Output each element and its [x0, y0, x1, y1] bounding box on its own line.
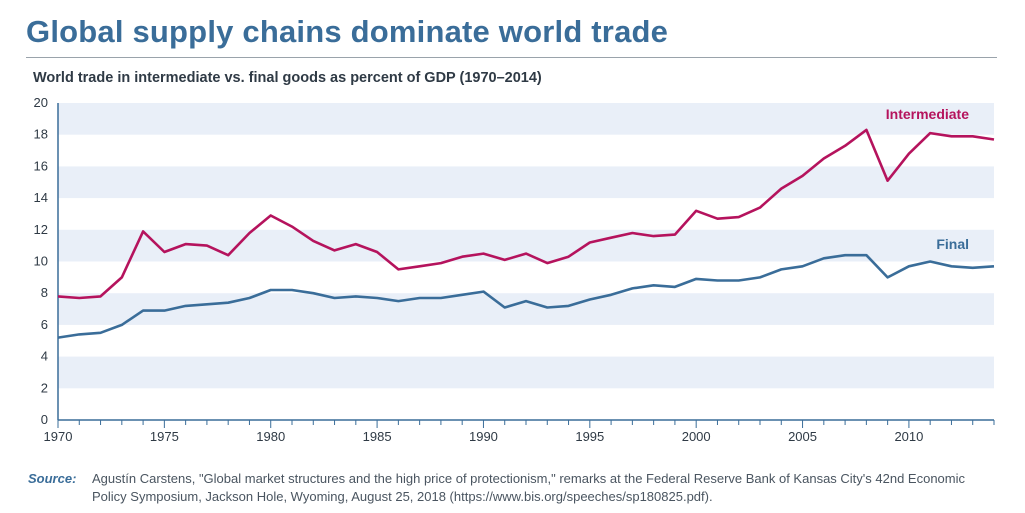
y-tick-label: 6: [41, 317, 48, 332]
source-text: Agustín Carstens, "Global market structu…: [92, 471, 965, 504]
y-tick-label: 0: [41, 412, 48, 427]
chart-title: Global supply chains dominate world trad…: [26, 14, 669, 49]
y-tick-label: 10: [34, 254, 48, 269]
x-tick-label: 1985: [363, 429, 392, 444]
title-divider: [26, 57, 997, 58]
series-line-final: [57, 253, 995, 339]
x-tick-label: 2005: [788, 429, 817, 444]
x-tick-label: 2010: [894, 429, 923, 444]
chart-subtitle: World trade in intermediate vs. final go…: [33, 70, 542, 86]
grid-band: [58, 103, 994, 135]
y-tick-label: 8: [41, 285, 48, 300]
x-axis-ticks: 1970 1975 1980 1985 1990 1995 2000 2005 2010: [44, 420, 995, 444]
series-label-intermediate: Intermediate: [886, 106, 969, 122]
x-tick-label: 2000: [682, 429, 711, 444]
series-line-intermediate: [57, 128, 995, 300]
y-tick-label: 2: [41, 380, 48, 395]
x-tick-label: 1990: [469, 429, 498, 444]
grid-band: [58, 166, 994, 199]
y-tick-label: 20: [34, 95, 48, 110]
y-tick-label: 18: [34, 127, 48, 142]
source-label: Source:: [28, 471, 77, 486]
x-tick-label: 1995: [575, 429, 604, 444]
y-axis-ticks: 0 2 4 6 8 10 12 14 16 18 20: [34, 95, 48, 427]
y-tick-label: 14: [34, 190, 48, 205]
y-tick-label: 16: [34, 158, 48, 173]
series-lines: [57, 128, 995, 339]
series-label-final: Final: [936, 236, 969, 252]
y-tick-label: 4: [41, 349, 48, 364]
grid-band: [58, 356, 994, 389]
grid-band: [58, 293, 994, 325]
series-labels: Intermediate Final: [886, 106, 969, 252]
x-tick-label: 1980: [256, 429, 285, 444]
x-tick-label: 1970: [44, 429, 73, 444]
y-tick-label: 12: [34, 222, 48, 237]
x-tick-label: 1975: [150, 429, 179, 444]
